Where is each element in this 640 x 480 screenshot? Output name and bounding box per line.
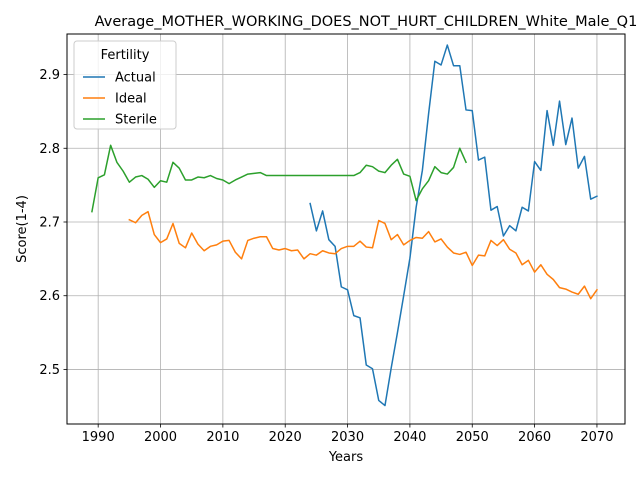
x-tick-label: 1990 bbox=[82, 430, 115, 445]
x-tick-label: 2030 bbox=[331, 430, 364, 445]
x-tick-label: 2070 bbox=[580, 430, 613, 445]
grid bbox=[67, 34, 625, 424]
series-line-sterile bbox=[91, 144, 468, 213]
x-tick-label: 2000 bbox=[144, 430, 177, 445]
chart-title: Average_MOTHER_WORKING_DOES_NOT_HURT_CHI… bbox=[95, 14, 638, 30]
series-line-ideal bbox=[128, 210, 598, 300]
x-tick-label: 2010 bbox=[206, 430, 239, 445]
y-axis-label: Score(1-4) bbox=[15, 195, 30, 263]
axis-ticks: 1990 2000 2010 2020 2030 2040 2050 2060 2070 2.5 2… bbox=[39, 68, 613, 445]
x-tick-label: 2020 bbox=[269, 430, 302, 445]
legend-label-sterile: Sterile bbox=[115, 113, 157, 128]
legend-label-actual: Actual bbox=[115, 71, 156, 86]
x-tick-label: 2050 bbox=[456, 430, 489, 445]
series-line-actual bbox=[309, 44, 598, 407]
y-tick-label: 2.9 bbox=[39, 68, 60, 83]
y-tick-label: 2.7 bbox=[39, 215, 60, 230]
legend-box bbox=[73, 40, 177, 130]
legend-title: Fertility bbox=[101, 48, 150, 63]
legend: Fertility Actual Ideal Sterile bbox=[73, 40, 177, 130]
y-tick-label: 2.5 bbox=[39, 363, 60, 378]
plot-frame bbox=[66, 33, 626, 425]
x-tick-label: 2060 bbox=[518, 430, 551, 445]
legend-entries: Actual Ideal Sterile bbox=[83, 71, 157, 128]
y-tick-label: 2.6 bbox=[39, 289, 60, 304]
legend-label-ideal: Ideal bbox=[115, 92, 147, 107]
x-axis-label: Years bbox=[328, 450, 364, 465]
series-lines bbox=[91, 44, 598, 407]
y-tick-label: 2.8 bbox=[39, 142, 60, 157]
x-tick-label: 2040 bbox=[393, 430, 426, 445]
